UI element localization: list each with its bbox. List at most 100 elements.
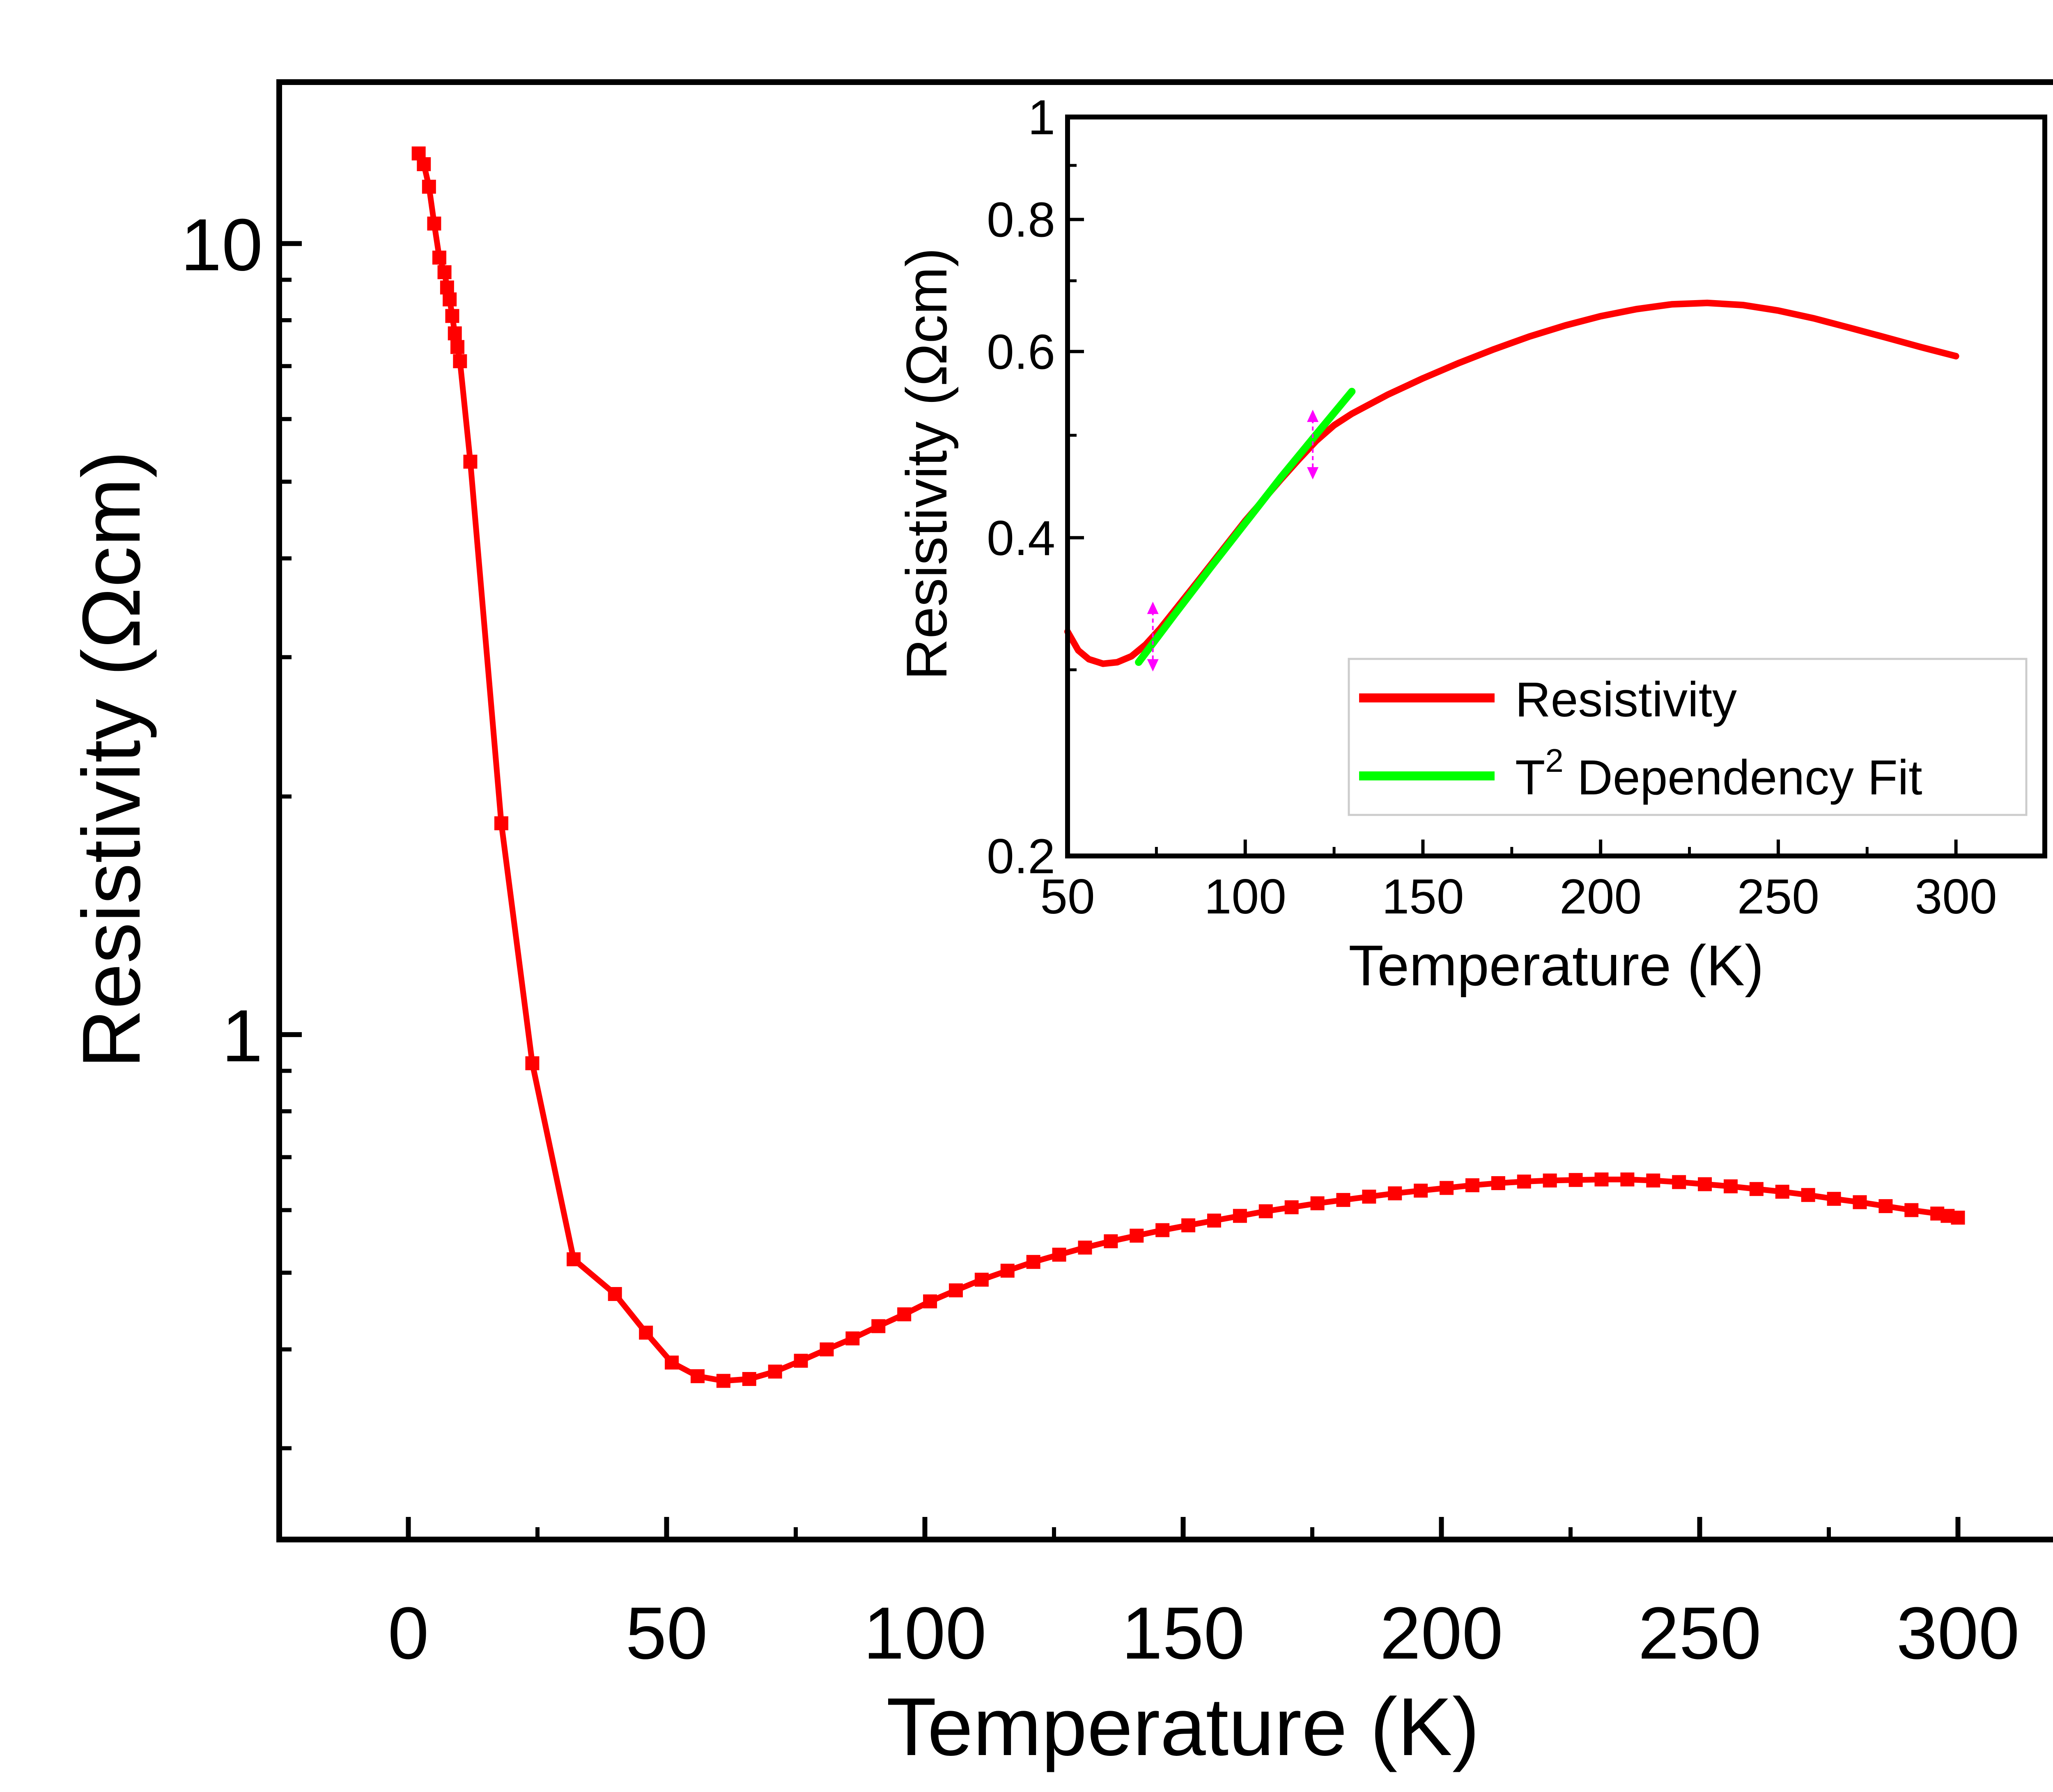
- main-data-point: [608, 1287, 622, 1301]
- main-data-point: [768, 1364, 782, 1379]
- main-x-tick-label: 50: [625, 1592, 707, 1675]
- main-data-point: [567, 1252, 581, 1267]
- main-data-point: [1465, 1178, 1479, 1193]
- main-data-point: [845, 1331, 860, 1346]
- main-data-point: [453, 354, 467, 368]
- main-data-point: [1853, 1195, 1867, 1209]
- main-x-ticks: 0 50 100 150 200 250 300: [388, 1517, 2020, 1675]
- main-data-point: [1440, 1181, 1454, 1195]
- inset-y-tick-label: 0.2: [987, 829, 1055, 884]
- main-data-point: [440, 280, 454, 295]
- main-data-point: [1233, 1209, 1247, 1223]
- fit-range-marker-up-arrow: [1307, 409, 1319, 422]
- inset-x-tick-label: 200: [1559, 869, 1642, 924]
- main-data-point: [1646, 1173, 1660, 1188]
- main-y-ticks: 1 10: [181, 204, 302, 1450]
- inset-fit-line: [1135, 388, 1356, 666]
- main-data-point: [897, 1307, 912, 1322]
- main-data-point: [1207, 1214, 1221, 1228]
- main-x-tick-label: 100: [863, 1592, 986, 1675]
- main-data-point: [1620, 1172, 1635, 1186]
- main-x-tick-label: 250: [1638, 1592, 1761, 1675]
- main-data-point: [1698, 1177, 1712, 1191]
- main-data-point: [1951, 1210, 1965, 1225]
- legend-label-fit-rest: Dependency Fit: [1564, 750, 1922, 805]
- main-data-point: [1568, 1173, 1583, 1187]
- main-data-point: [665, 1355, 679, 1370]
- main-data-point: [445, 309, 459, 323]
- main-x-tick-label: 200: [1380, 1592, 1503, 1675]
- main-y-tick-label: 10: [181, 204, 263, 286]
- main-data-point: [1078, 1240, 1092, 1255]
- inset-y-tick-label: 1: [1028, 90, 1055, 145]
- inset-y-axis-label: Resistivity (Ωcm): [894, 248, 959, 680]
- main-data-point: [639, 1326, 653, 1340]
- fit-range-marker-up-arrow: [1147, 601, 1159, 614]
- main-data-point: [525, 1056, 540, 1070]
- inset-x-ticks: 50 100 150 200 250 300: [1040, 840, 1997, 924]
- fit-range-marker-down-arrow: [1307, 467, 1319, 480]
- main-data-point: [1284, 1200, 1299, 1214]
- main-data-point: [1258, 1204, 1273, 1218]
- main-data-point: [1362, 1189, 1376, 1204]
- main-data-point: [923, 1294, 937, 1308]
- main-data-point: [1155, 1223, 1170, 1237]
- main-x-tick-label: 300: [1896, 1592, 2019, 1675]
- main-data-point: [417, 157, 431, 171]
- inset-x-tick-label: 300: [1915, 869, 1997, 924]
- main-data-point: [1414, 1184, 1428, 1198]
- main-data-point: [1181, 1218, 1196, 1232]
- main-data-point: [1904, 1203, 1919, 1217]
- legend-box: [1348, 658, 2028, 816]
- main-data-point: [443, 292, 457, 307]
- inset-legend: Resistivity T2 Dependency Fit: [1348, 658, 2028, 816]
- legend-label-fit: T2 Dependency Fit: [1515, 742, 1922, 805]
- main-data-point: [1775, 1184, 1789, 1199]
- main-data-point: [820, 1342, 834, 1356]
- main-y-tick-label: 1: [222, 995, 263, 1077]
- main-data-point: [463, 454, 478, 469]
- main-data-point: [494, 816, 508, 831]
- main-data-point: [871, 1319, 886, 1333]
- main-data-point: [1801, 1188, 1815, 1202]
- legend-label-resistivity: Resistivity: [1515, 672, 1737, 727]
- main-data-point: [1491, 1176, 1505, 1190]
- inset-series: [1064, 299, 1959, 667]
- main-data-point: [1723, 1179, 1738, 1193]
- legend-label-fit-superscript: 2: [1545, 742, 1564, 779]
- main-chart: 0 50 100 150 200 250 300 110 Temperature (K) R…: [66, 79, 2053, 1773]
- legend-label-fit-t: T: [1515, 750, 1545, 805]
- main-data-point: [948, 1283, 963, 1298]
- main-data-point: [427, 216, 441, 231]
- main-y-axis-label: Resistivity (Ωcm): [66, 451, 157, 1069]
- main-data-point: [448, 326, 462, 341]
- inset-x-tick-label: 100: [1204, 869, 1286, 924]
- main-data-point: [1000, 1264, 1015, 1278]
- main-data-point: [690, 1369, 705, 1384]
- inset-x-tick-label: 150: [1382, 869, 1464, 924]
- main-x-tick-label: 0: [388, 1592, 429, 1675]
- inset-x-tick-label: 50: [1040, 869, 1095, 924]
- inset-plot-frame: [1065, 115, 2047, 858]
- main-data-point: [1104, 1234, 1118, 1248]
- main-data-point: [1052, 1248, 1066, 1262]
- main-data-point: [1130, 1228, 1144, 1243]
- main-data-point: [1388, 1186, 1402, 1200]
- main-data-point: [1672, 1175, 1686, 1189]
- main-data-point: [437, 265, 452, 280]
- main-data-point: [1543, 1173, 1557, 1188]
- main-data-point: [1827, 1192, 1841, 1206]
- main-series: [411, 146, 1965, 1388]
- inset-y-tick-label: 0.8: [987, 193, 1055, 248]
- main-data-point: [1594, 1172, 1609, 1186]
- main-data-point: [1878, 1199, 1893, 1213]
- inset-x-axis-label: Temperature (K): [1348, 933, 1764, 998]
- main-data-point: [742, 1372, 756, 1386]
- main-data-point: [716, 1374, 730, 1388]
- main-data-point: [1310, 1196, 1325, 1211]
- main-data-point: [432, 250, 446, 265]
- main-data-point: [1336, 1193, 1350, 1207]
- main-data-point: [974, 1273, 989, 1287]
- main-data-point: [1026, 1255, 1040, 1269]
